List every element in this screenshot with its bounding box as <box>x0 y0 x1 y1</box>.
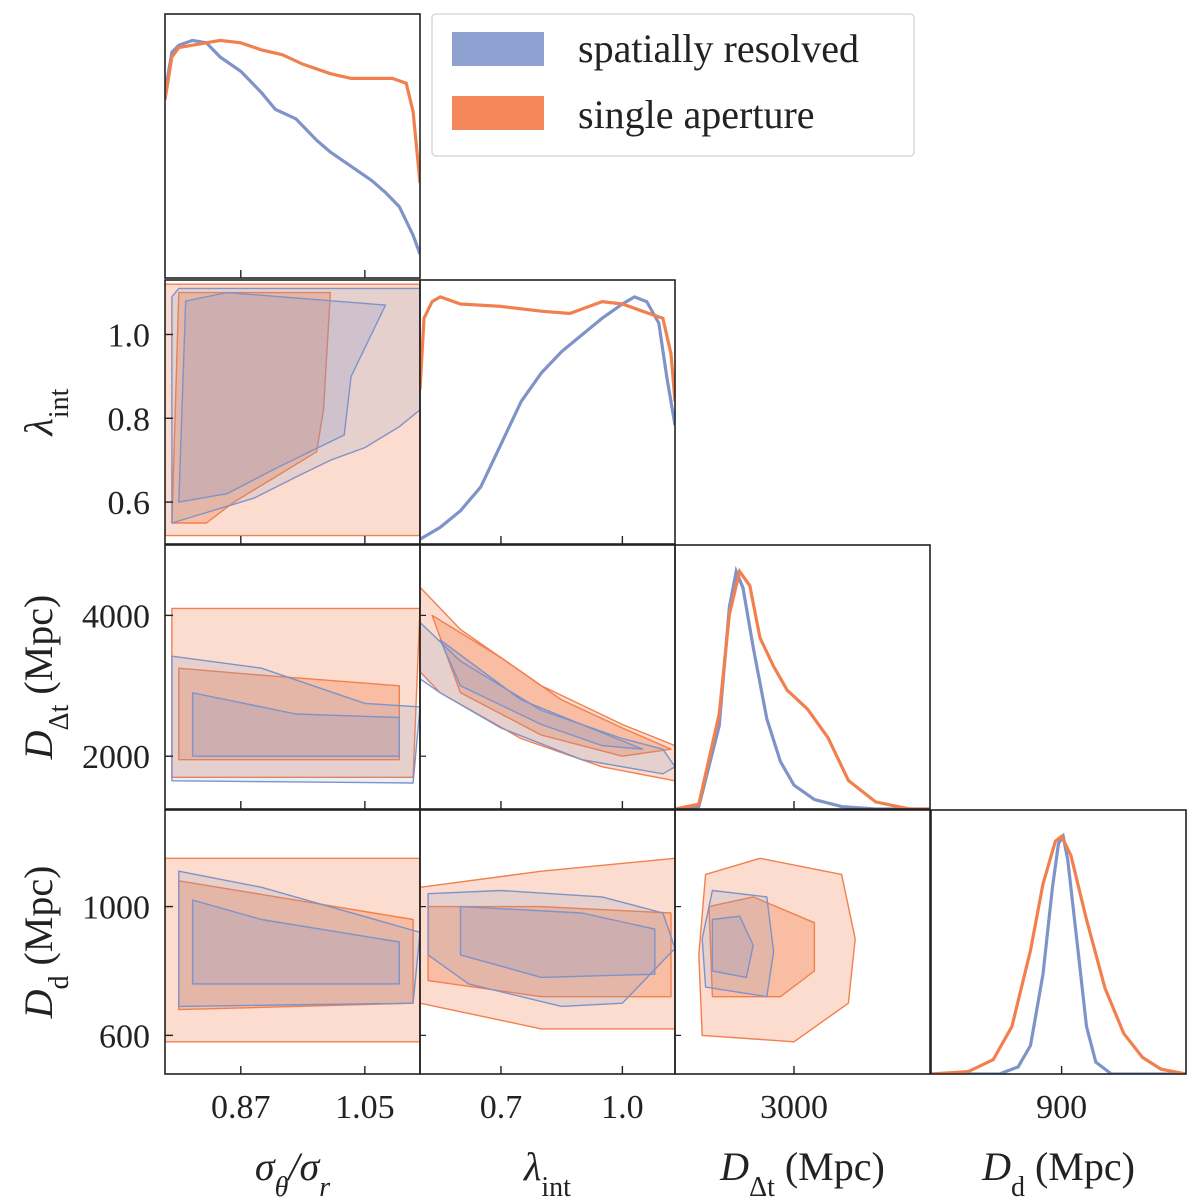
panel-t-t <box>674 544 931 810</box>
contour-t-d-resolved-inner <box>711 915 754 979</box>
legend-label-single: single aperture <box>578 92 815 137</box>
contour-t-d-resolved-outer <box>701 889 775 998</box>
contour-l-d-resolved-inner <box>459 905 656 979</box>
contour-s-l-single-outer <box>165 283 420 537</box>
marginal-s-single <box>165 38 420 184</box>
y-tick-label-d: 1000 <box>82 890 150 927</box>
panel-l-t <box>419 544 676 810</box>
y-axis-label-d: Dd (Mpc) <box>16 866 75 1020</box>
y-tick-label-l: 0.6 <box>108 485 151 522</box>
y-tick-label-d: 600 <box>99 1018 150 1055</box>
contour-l-d-single-inner <box>427 905 672 998</box>
contour-s-d-resolved-outer <box>178 870 420 1008</box>
marginal-s-resolved <box>165 38 420 255</box>
contour-t-d-single-outer <box>698 857 856 1043</box>
y-axis-label-l: λint <box>16 388 75 436</box>
legend-label-resolved: spatially resolved <box>578 26 859 71</box>
contour-s-d-resolved-inner <box>191 899 400 985</box>
contour-s-l-resolved-inner <box>178 291 387 503</box>
y-tick-label-t: 4000 <box>82 598 150 635</box>
legend: spatially resolved single aperture <box>431 13 915 157</box>
x-tick-label-l: 0.7 <box>480 1089 523 1126</box>
panel-frame <box>674 544 931 810</box>
marginal-t-single <box>675 567 930 809</box>
x-tick-label-s: 1.05 <box>335 1089 395 1126</box>
x-tick-label-l: 1.0 <box>601 1089 644 1126</box>
legend-swatch-single <box>452 96 544 130</box>
x-tick-label-t: 3000 <box>760 1089 828 1126</box>
x-tick-label-d: 900 <box>1036 1089 1087 1126</box>
contour-s-l-resolved-outer <box>171 287 420 524</box>
x-tick-label-s: 0.87 <box>211 1089 271 1126</box>
legend-frame <box>431 13 915 157</box>
contour-s-t-single-inner <box>178 667 400 761</box>
contour-s-t-resolved-inner <box>191 692 400 757</box>
x-axis-label-s: σθ/σr <box>255 1144 330 1203</box>
marginal-t-resolved <box>675 565 930 809</box>
legend-swatch-resolved <box>452 32 544 66</box>
panel-s-l <box>164 279 421 545</box>
panel-frame <box>164 13 421 279</box>
contour-l-d-single-outer <box>420 857 675 1030</box>
panel-s-t <box>164 544 421 810</box>
marginal-d-single <box>931 833 1186 1074</box>
x-axis-label-l: λint <box>523 1144 571 1203</box>
panel-frame <box>930 809 1187 1075</box>
panel-frame <box>674 809 931 1075</box>
panel-l-l <box>419 279 676 545</box>
marginal-l-single <box>420 295 675 402</box>
x-axis-label-d: Dd (Mpc) <box>981 1144 1135 1203</box>
panel-t-d <box>674 809 931 1075</box>
y-tick-label-l: 1.0 <box>108 317 151 354</box>
panel-s-s <box>164 13 421 279</box>
panel-frame <box>419 279 676 545</box>
panel-d-d <box>930 809 1187 1075</box>
marginal-l-resolved <box>420 295 675 541</box>
panel-s-d <box>164 809 421 1075</box>
y-axis-label-t: DΔt (Mpc) <box>16 595 75 761</box>
y-tick-label-t: 2000 <box>82 739 150 776</box>
y-tick-label-l: 0.8 <box>108 401 151 438</box>
contour-s-d-single-outer <box>165 857 420 1043</box>
contour-l-t-resolved-inner <box>439 639 644 750</box>
panel-l-d <box>419 809 676 1075</box>
marginal-d-resolved <box>931 832 1186 1074</box>
contour-s-t-resolved-outer <box>171 655 420 784</box>
x-axis-label-t: DΔt (Mpc) <box>719 1144 885 1203</box>
